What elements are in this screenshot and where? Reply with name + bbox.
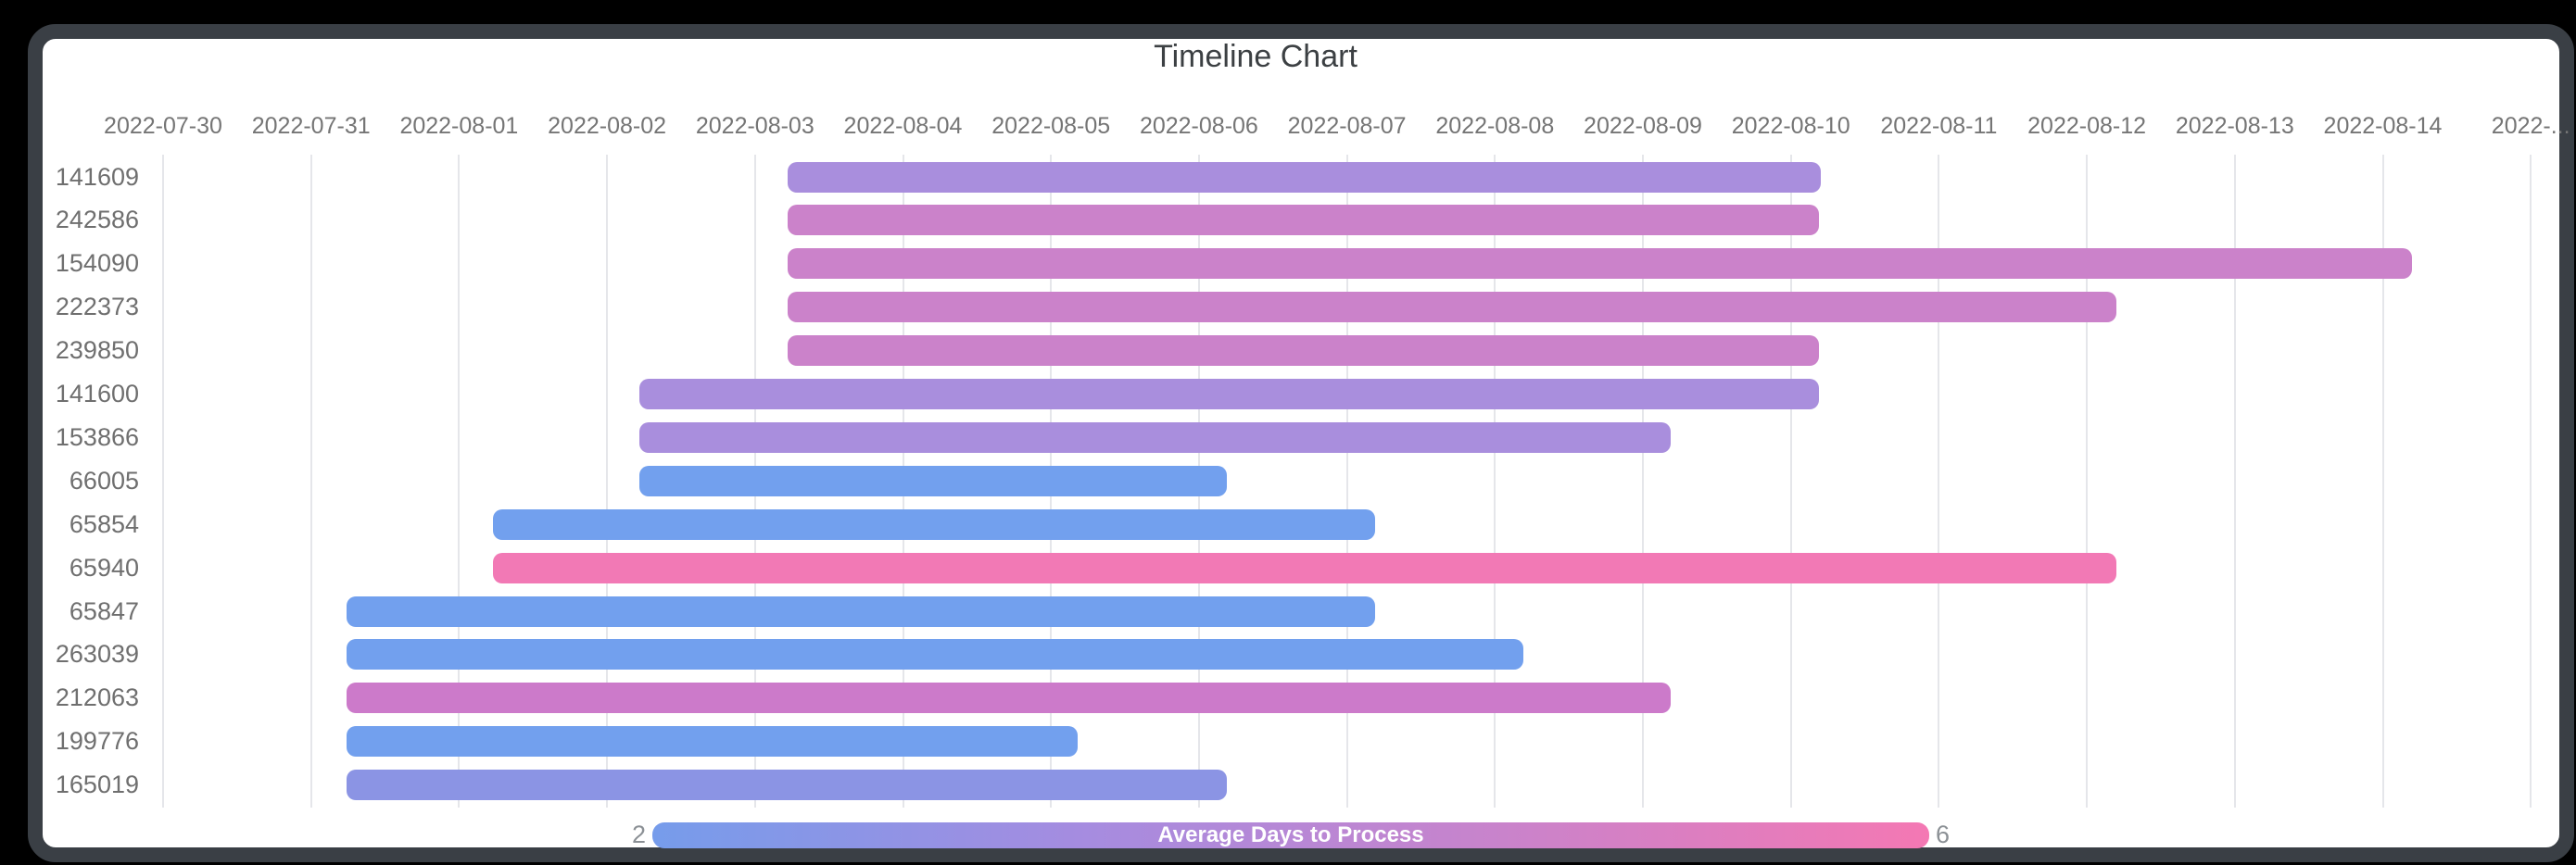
legend-min-label: 2	[631, 821, 646, 848]
row-label: 154090	[55, 249, 139, 278]
row-label: 141600	[55, 380, 139, 407]
row-label: 65847	[69, 596, 139, 625]
legend-max-label: 6	[1936, 821, 1951, 848]
x-axis-tick-label: 2022-08-02	[548, 113, 667, 139]
row-label: 65854	[69, 509, 139, 538]
x-axis-tick-label: 2022-08-12	[2027, 113, 2147, 139]
row-label: 153866	[55, 422, 139, 451]
gridline	[2086, 155, 2089, 808]
timeline-bar[interactable]	[787, 161, 1821, 193]
timeline-bar[interactable]	[347, 683, 1672, 714]
gridline	[458, 155, 461, 808]
timeline-bar[interactable]	[347, 595, 1375, 627]
x-axis-tick-label: 2022-08-07	[1287, 113, 1407, 139]
gridline	[2381, 155, 2384, 808]
x-axis-tick-label: 2022-08-06	[1139, 113, 1258, 139]
x-axis-tick-label: 2022-...	[2491, 113, 2570, 139]
timeline-bar[interactable]	[493, 508, 1375, 540]
x-axis-tick-label: 2022-08-04	[843, 113, 963, 139]
row-label: 141609	[55, 162, 139, 191]
x-axis-tick-label: 2022-08-13	[2175, 113, 2294, 139]
x-axis-tick-label: 2022-07-30	[104, 113, 222, 139]
timeline-bar[interactable]	[787, 292, 2117, 323]
timeline-bar[interactable]	[787, 248, 2413, 280]
x-axis-tick-label: 2022-07-31	[251, 113, 371, 139]
gridline	[606, 155, 609, 808]
timeline-bar[interactable]	[639, 465, 1228, 496]
x-axis-tick-label: 2022-08-11	[1880, 113, 1998, 139]
timeline-bar[interactable]	[639, 421, 1672, 453]
row-label: 165019	[55, 771, 139, 799]
legend-title: Average Days to Process	[1157, 822, 1424, 847]
row-label: 239850	[55, 336, 139, 365]
row-label: 65940	[69, 553, 139, 582]
chart-title: Timeline Chart	[1154, 39, 1357, 74]
timeline-bar[interactable]	[347, 639, 1523, 671]
x-axis-tick-label: 2022-08-14	[2323, 113, 2443, 139]
gridline	[1789, 155, 1792, 808]
row-label: 66005	[69, 466, 139, 495]
timeline-bar[interactable]	[347, 726, 1078, 758]
timeline-bar[interactable]	[493, 552, 2117, 583]
x-axis-tick-label: 2022-08-08	[1435, 113, 1555, 139]
row-label: 199776	[55, 727, 139, 756]
gridline	[2530, 155, 2532, 808]
row-label: 263039	[55, 640, 139, 669]
timeline-bar[interactable]	[639, 379, 1820, 409]
row-label: 212063	[55, 683, 139, 712]
x-axis-tick-label: 2022-08-10	[1731, 113, 1850, 139]
timeline-bar[interactable]	[787, 205, 1820, 236]
gridline	[1494, 155, 1496, 808]
gridline	[162, 155, 164, 808]
gridline	[1642, 155, 1644, 808]
legend-gradient-bar: Average Days to Process	[652, 822, 1929, 848]
timeline-bar[interactable]	[787, 335, 1820, 367]
x-axis-tick-label: 2022-08-05	[991, 113, 1111, 139]
x-axis-tick-label: 2022-08-09	[1584, 113, 1702, 139]
row-label: 222373	[55, 293, 139, 321]
gridline	[1938, 155, 1940, 808]
row-label: 242586	[55, 206, 139, 234]
gridline	[1345, 155, 1348, 808]
gridline	[309, 155, 312, 808]
timeline-bar[interactable]	[347, 770, 1228, 801]
gridline	[2233, 155, 2236, 808]
x-axis-tick-label: 2022-08-03	[695, 113, 814, 139]
x-axis-tick-label: 2022-08-01	[399, 113, 519, 139]
